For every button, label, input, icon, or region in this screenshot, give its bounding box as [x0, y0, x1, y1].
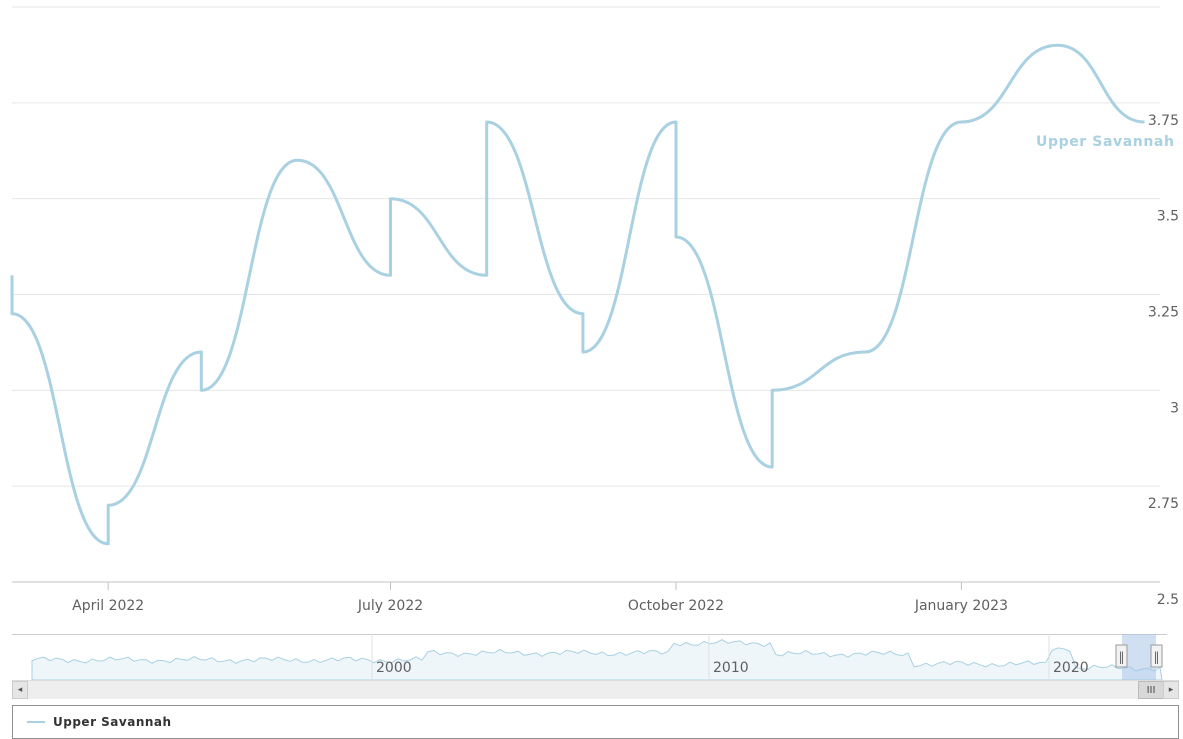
- x-axis: April 2022 July 2022 October 2022 January 2…: [72, 582, 1008, 614]
- x-tick-label: April 2022: [72, 598, 144, 614]
- navigator[interactable]: 2000 2010 2020 ‖ ‖: [12, 634, 1167, 680]
- x-tick-label: October 2022: [628, 598, 724, 614]
- legend: Upper Savannah: [12, 705, 1179, 739]
- y-tick-label: 3.5: [1157, 209, 1179, 225]
- gridlines: [12, 102, 1160, 583]
- main-chart: April 2022 July 2022 October 2022 January 2…: [10, 6, 1179, 614]
- navigator-tick-label: 2010: [713, 660, 749, 676]
- y-axis: 2.5 2.75 3 3.25 3.5 3.75: [1148, 113, 1179, 608]
- scrollbar[interactable]: ◂ III ▸: [12, 680, 1179, 699]
- scroll-left-button[interactable]: ◂: [12, 681, 28, 699]
- legend-label: Upper Savannah: [53, 715, 172, 729]
- navigator-handle-left[interactable]: ‖: [1115, 644, 1128, 668]
- legend-item-upper-savannah[interactable]: Upper Savannah: [27, 715, 172, 729]
- navigator-handle-right[interactable]: ‖: [1150, 644, 1163, 668]
- scrollbar-thumb[interactable]: III: [1138, 681, 1164, 699]
- navigator-tick-label: 2020: [1053, 660, 1089, 676]
- legend-swatch: [27, 721, 45, 723]
- y-tick-label: 3: [1170, 400, 1179, 416]
- series-line-upper-savannah[interactable]: [10, 43, 1145, 546]
- x-tick-label: January 2023: [914, 598, 1008, 614]
- navigator-axis: 2000 2010 2020: [371, 634, 1089, 680]
- navigator-tick-label: 2000: [376, 660, 412, 676]
- navigator-series: [31, 639, 1163, 680]
- y-tick-label: 3.25: [1148, 305, 1179, 321]
- scrollbar-grip-icon: III: [1146, 684, 1156, 696]
- navigator-handle-right-grip: ‖: [1154, 650, 1160, 664]
- y-tick-label: 2.5: [1157, 592, 1179, 608]
- navigator-handle-left-grip: ‖: [1119, 650, 1125, 664]
- scroll-right-button[interactable]: ▸: [1163, 681, 1179, 699]
- x-tick-label: July 2022: [357, 598, 423, 614]
- arrow-left-icon: ◂: [17, 685, 23, 695]
- navigator-selected-range[interactable]: [1122, 634, 1156, 680]
- series-end-label: Upper Savannah: [1036, 134, 1175, 150]
- y-tick-label: 3.75: [1148, 113, 1179, 129]
- arrow-right-icon: ▸: [1168, 685, 1174, 695]
- y-tick-label: 2.75: [1148, 496, 1179, 512]
